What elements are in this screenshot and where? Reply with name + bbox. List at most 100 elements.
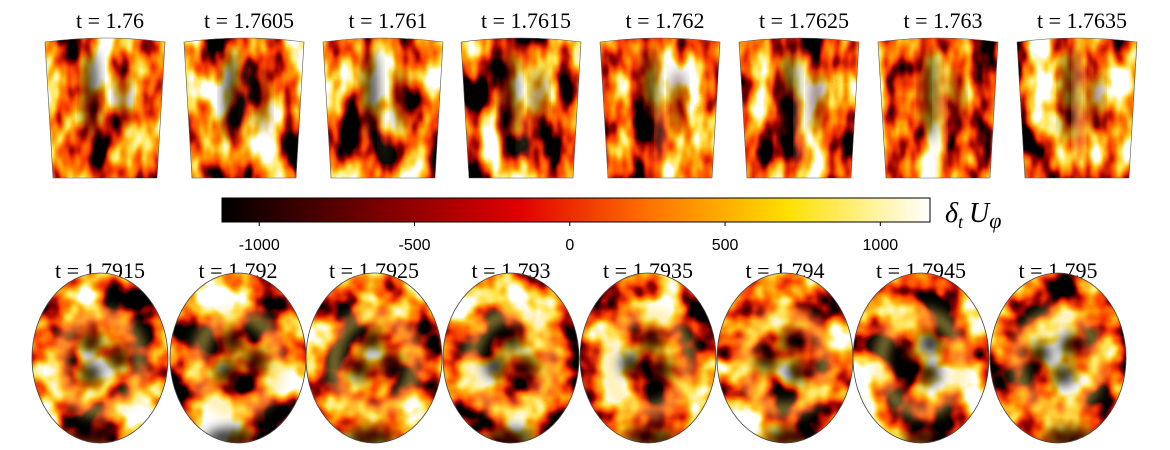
time-label: t = 1.761 — [348, 8, 427, 33]
dark-edge — [206, 428, 256, 443]
dark-vortex — [515, 356, 538, 379]
dark-vortex — [756, 349, 779, 372]
dark-streak — [395, 70, 407, 130]
field-map — [32, 273, 168, 443]
field-panel — [306, 273, 442, 443]
light-streak — [381, 50, 389, 170]
field-panel — [853, 273, 989, 443]
field-panel — [1017, 38, 1137, 178]
dark-vortex — [918, 362, 941, 385]
time-label: t = 1.763 — [903, 8, 982, 33]
label-operator: δ — [945, 198, 959, 229]
field-map — [443, 273, 579, 443]
field-panel — [600, 38, 720, 178]
panel-outline — [599, 37, 721, 179]
dark-vortex — [785, 361, 808, 384]
time-label: t = 1.76 — [76, 8, 144, 33]
dark-vortex — [650, 358, 673, 381]
dark-streak — [643, 50, 657, 140]
label-subscript: t — [958, 212, 964, 232]
bright-ring — [191, 308, 285, 418]
time-label: t = 1.762 — [625, 8, 704, 33]
colorbar — [221, 197, 931, 223]
panel-outline — [31, 272, 169, 444]
bright-ring — [464, 308, 558, 418]
field-panel — [323, 38, 443, 178]
time-label: t = 1.7625 — [759, 8, 849, 33]
dark-vortex — [360, 329, 383, 352]
panel-outline — [1016, 37, 1138, 179]
dark-vortex — [780, 330, 803, 353]
dark-edge — [1044, 428, 1094, 443]
field-map — [170, 273, 306, 443]
field-panel — [580, 273, 716, 443]
light-streak — [1075, 50, 1083, 170]
dark-vortex — [215, 360, 238, 383]
colorbar-tick-label: -1000 — [239, 237, 280, 254]
dark-vortex — [80, 331, 103, 354]
dark-vortex — [1029, 343, 1052, 366]
dark-streak — [672, 70, 684, 130]
colorbar-tick-label: -500 — [399, 237, 431, 254]
panel-outline — [989, 272, 1127, 444]
colorbar-label: δt Uφ — [945, 198, 1001, 233]
light-streak — [658, 50, 666, 170]
field-panel — [461, 38, 581, 178]
time-label: t = 1.7615 — [481, 8, 571, 33]
colorbar-tick-label: 1000 — [863, 237, 899, 254]
field-panel — [443, 273, 579, 443]
dark-streak — [923, 50, 937, 140]
panel-outline — [738, 37, 860, 179]
dark-streak — [256, 70, 268, 130]
colorbar-tick-label: 0 — [565, 237, 574, 254]
field-map — [306, 273, 442, 443]
bright-ring — [1011, 308, 1105, 418]
light-streak — [519, 50, 527, 170]
dark-streak — [84, 50, 98, 140]
field-panel — [184, 38, 304, 178]
field-panel — [717, 273, 853, 443]
field-map — [717, 273, 853, 443]
bright-ring — [601, 308, 695, 418]
dark-vortex — [919, 331, 942, 354]
time-label: t = 1.7605 — [204, 8, 294, 33]
dark-streak — [117, 70, 129, 130]
field-panel — [32, 273, 168, 443]
dark-vortex — [1059, 333, 1082, 356]
field-panel — [878, 38, 998, 178]
field-map — [580, 273, 716, 443]
field-map — [45, 38, 165, 178]
dark-vortex — [640, 329, 663, 352]
dark-vortex — [484, 355, 507, 378]
dark-vortex — [619, 352, 642, 375]
field-panel — [45, 38, 165, 178]
dark-streak — [1089, 70, 1101, 130]
dark-streak — [224, 50, 238, 140]
dark-vortex — [1052, 364, 1075, 387]
dark-vortex — [379, 353, 402, 376]
label-component: φ — [989, 208, 1001, 233]
light-streak — [797, 50, 805, 170]
panel-outline — [183, 37, 305, 179]
panel-outline — [579, 272, 717, 444]
dark-vortex — [221, 329, 244, 352]
panel-outline — [44, 37, 166, 179]
dark-edge — [485, 428, 535, 443]
dark-vortex — [79, 362, 102, 385]
field-panel — [170, 273, 306, 443]
light-streak — [936, 50, 944, 170]
dark-edge — [625, 428, 675, 443]
panel-outline — [305, 272, 443, 444]
colorbar-tick-label: 500 — [712, 237, 739, 254]
dark-vortex — [500, 329, 523, 352]
time-label: t = 1.7635 — [1037, 8, 1127, 33]
panel-outline — [877, 37, 999, 179]
panel-outline — [322, 37, 444, 179]
dark-streak — [1063, 50, 1077, 140]
dark-streak — [811, 70, 823, 130]
panel-outline — [852, 272, 990, 444]
bright-ring — [874, 308, 968, 418]
dark-streak — [503, 50, 517, 140]
dark-vortex — [892, 346, 915, 369]
field-map — [853, 273, 989, 443]
